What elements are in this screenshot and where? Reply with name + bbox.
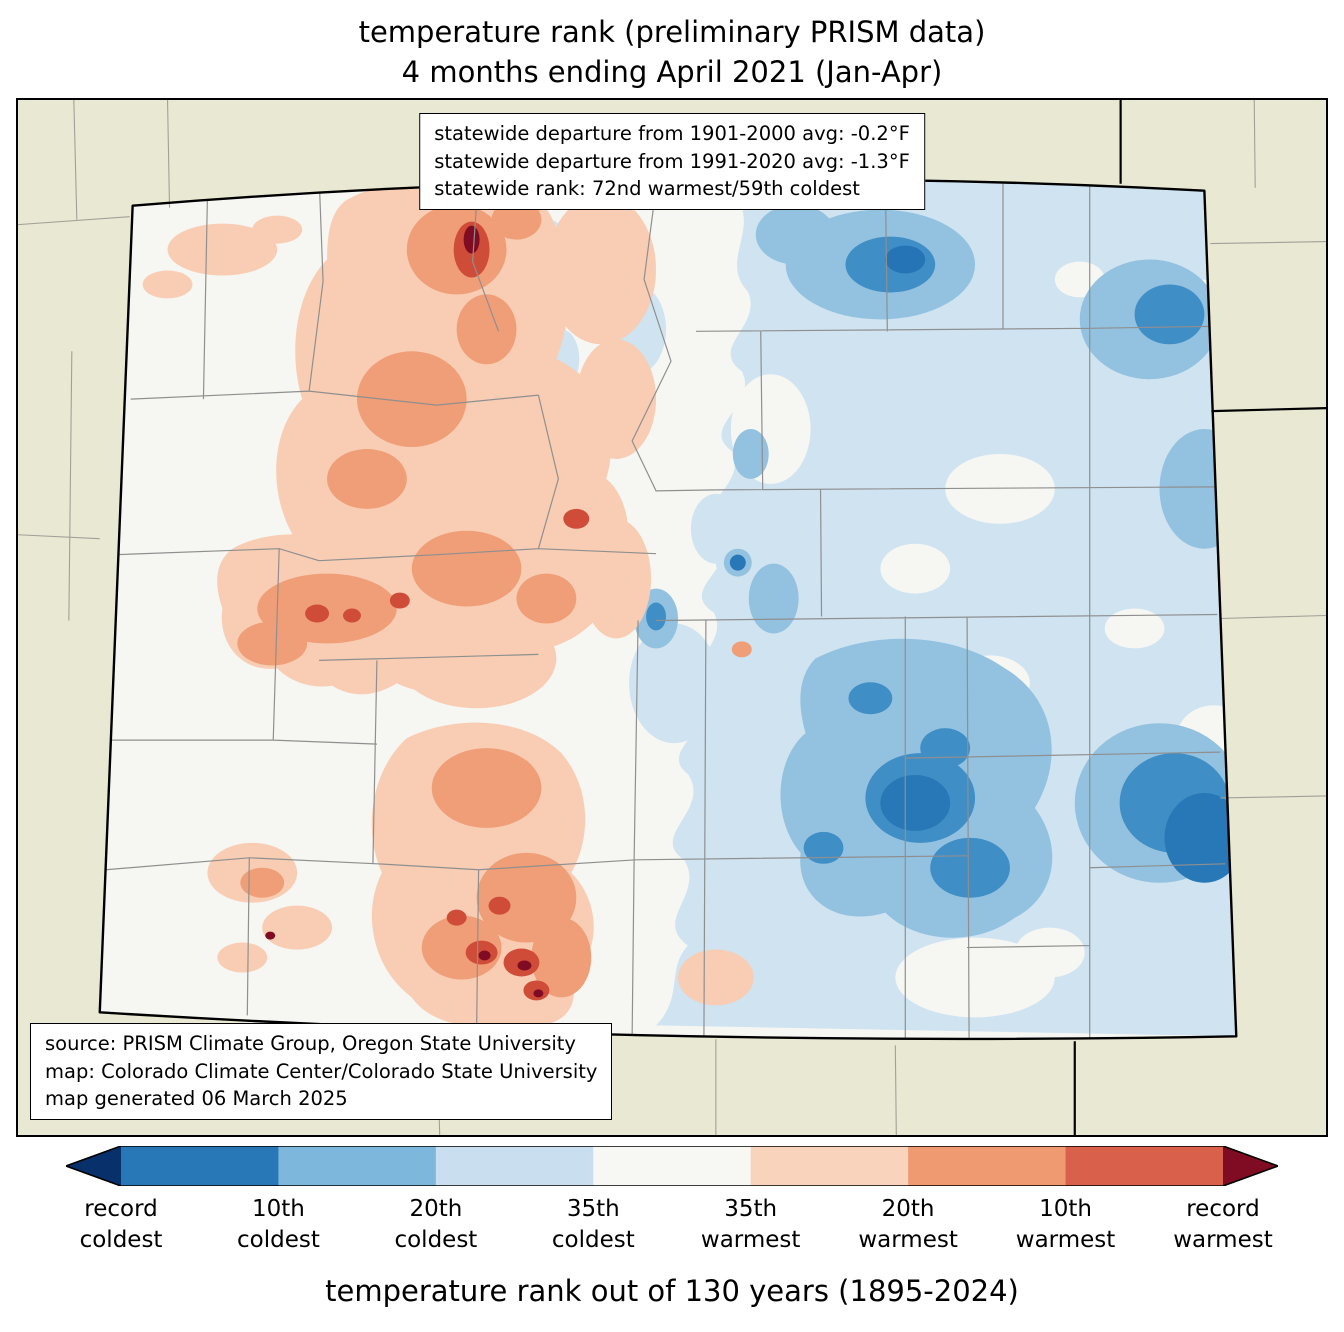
source-box: source: PRISM Climate Group, Oregon Stat… <box>30 1022 613 1120</box>
colorbar-arrow-record-coldest <box>66 1146 121 1186</box>
colorbar-seg-4 <box>593 1146 752 1186</box>
colorbar-seg-3 <box>435 1146 594 1186</box>
colorbar-tick-35th-warmest: 35th warmest <box>700 1196 801 1253</box>
colorbar-labels: record coldest 10th coldest 20th coldest 35… <box>66 1194 1278 1266</box>
source-line-1: source: PRISM Climate Group, Oregon Stat… <box>45 1031 576 1055</box>
colorbar-area: record coldest 10th coldest 20th coldest 35… <box>66 1146 1278 1308</box>
colorbar-tick-35th-coldest: 35th coldest <box>551 1196 635 1253</box>
colorbar-axis-title: temperature rank out of 130 years (1895-… <box>325 1274 1019 1308</box>
stats-line-3: statewide rank: 72nd warmest/59th coldes… <box>434 177 860 201</box>
figure-title: temperature rank (preliminary PRISM data… <box>0 0 1344 92</box>
colorbar-tick-record-warmest: record warmest <box>1173 1196 1273 1253</box>
colorbar-seg-7 <box>1065 1146 1223 1186</box>
colorbar <box>66 1146 1278 1186</box>
colorbar-tick-record-coldest: record coldest <box>79 1196 163 1253</box>
source-line-3: map generated 06 March 2025 <box>45 1087 348 1111</box>
stats-line-1: statewide departure from 1901-2000 avg: … <box>434 122 910 145</box>
figure-title-line2: 4 months ending April 2021 (Jan-Apr) <box>401 55 943 89</box>
colorbar-tick-20th-warmest: 20th warmest <box>858 1196 958 1253</box>
colorbar-arrow-record-warmest <box>1223 1146 1278 1186</box>
stats-line-2: statewide departure from 1991-2020 avg: … <box>434 149 910 173</box>
figure-title-line1: temperature rank (preliminary PRISM data… <box>358 15 986 49</box>
county-boundaries <box>105 179 1226 1039</box>
colorbar-seg-6 <box>908 1146 1067 1186</box>
colorbar-seg-5 <box>750 1146 909 1186</box>
colorbar-seg-1 <box>121 1146 279 1186</box>
colorado-map <box>18 100 1326 1135</box>
colorbar-tick-20th-coldest: 20th coldest <box>394 1196 478 1253</box>
stats-box: statewide departure from 1901-2000 avg: … <box>419 113 925 211</box>
source-line-2: map: Colorado Climate Center/Colorado St… <box>45 1059 598 1083</box>
map-axes: statewide departure from 1901-2000 avg: … <box>16 98 1328 1137</box>
neighbor-state-borders <box>1073 100 1326 1135</box>
colorbar-seg-2 <box>278 1146 437 1186</box>
colorbar-tick-10th-coldest: 10th coldest <box>237 1196 320 1253</box>
colorbar-tick-10th-warmest: 10th warmest <box>1015 1196 1116 1253</box>
warm-anomaly-region <box>142 181 754 1029</box>
